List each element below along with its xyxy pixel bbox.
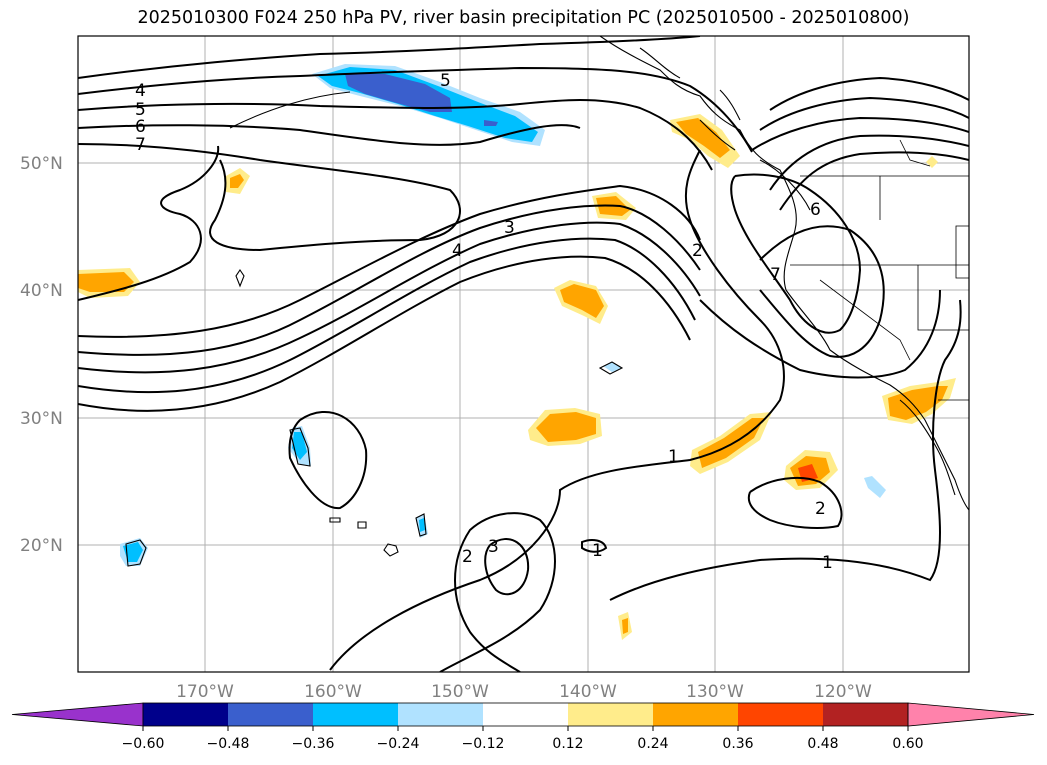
contour-label: 2 <box>815 499 826 519</box>
colorbar-segment <box>228 703 313 726</box>
map-title: 2025010300 F024 250 hPa PV, river basin … <box>137 8 910 28</box>
contour-label: 1 <box>822 553 833 573</box>
colorbar-segment <box>398 703 483 726</box>
colorbar-tick-label: −0.60 <box>122 736 165 752</box>
contour-label: 7 <box>135 135 146 155</box>
colorbar-segment <box>738 703 823 726</box>
colorbar-segment <box>313 703 398 726</box>
colorbar-outline <box>142 702 909 727</box>
colorbar <box>11 702 1035 727</box>
graticule <box>78 36 969 672</box>
colorbar-ticks: −0.60 −0.48 −0.36 −0.24 −0.12 0.12 0.24 0.36 0.4… <box>122 726 924 752</box>
lon-label: 120°W <box>814 682 872 702</box>
colorbar-segment <box>143 703 228 726</box>
longitude-labels: 170°W 160°W 150°W 140°W 130°W 120°W <box>176 682 872 702</box>
lon-label: 140°W <box>559 682 617 702</box>
contour-label: 2 <box>692 241 703 261</box>
latitude-labels: 50°N 40°N 30°N 20°N <box>20 154 63 556</box>
contour-label: 1 <box>592 541 603 561</box>
colorbar-tick-label: −0.12 <box>462 736 505 752</box>
colorbar-tick-label: −0.36 <box>292 736 335 752</box>
contour-label: 3 <box>488 537 499 557</box>
lat-label: 30°N <box>20 409 63 429</box>
map-frame <box>77 35 970 673</box>
contour-label: 2 <box>462 547 473 567</box>
lat-label: 40°N <box>20 281 63 301</box>
colorbar-extend-min <box>11 702 144 727</box>
contour-labels: 4 5 6 7 5 4 3 2 7 6 1 2 3 2 1 1 <box>135 71 833 573</box>
colorbar-segment <box>653 703 738 726</box>
contour-label: 3 <box>504 218 515 238</box>
lon-label: 130°W <box>686 682 744 702</box>
colorbar-tick-label: 0.48 <box>807 736 838 752</box>
colorbar-tick-label: 0.12 <box>552 736 583 752</box>
lon-label: 160°W <box>304 682 362 702</box>
contour-label: 1 <box>668 447 679 467</box>
colorbar-tick-label: 0.36 <box>722 736 753 752</box>
political-borders <box>790 139 969 401</box>
contour-label: 4 <box>135 81 146 101</box>
colorbar-tick-label: −0.48 <box>207 736 250 752</box>
contour-label: 6 <box>135 117 146 137</box>
contour-label: 6 <box>810 200 821 220</box>
lat-label: 20°N <box>20 536 63 556</box>
colorbar-tick-label: 0.24 <box>637 736 668 752</box>
colorbar-extend-max <box>907 702 1035 727</box>
colorbar-segment <box>483 703 568 726</box>
contour-label: 7 <box>770 265 781 285</box>
colorbar-tick-label: 0.60 <box>892 736 923 752</box>
colorbar-segment <box>568 703 653 726</box>
lon-label: 150°W <box>431 682 489 702</box>
contour-label: 5 <box>135 100 146 120</box>
pv-contours <box>78 36 969 672</box>
contour-label: 5 <box>440 71 451 91</box>
colorbar-tick-label: −0.24 <box>377 736 420 752</box>
contour-label: 4 <box>452 241 463 261</box>
colorbar-segment <box>823 703 908 726</box>
lat-label: 50°N <box>20 154 63 174</box>
lon-label: 170°W <box>176 682 234 702</box>
coastlines <box>125 36 969 567</box>
